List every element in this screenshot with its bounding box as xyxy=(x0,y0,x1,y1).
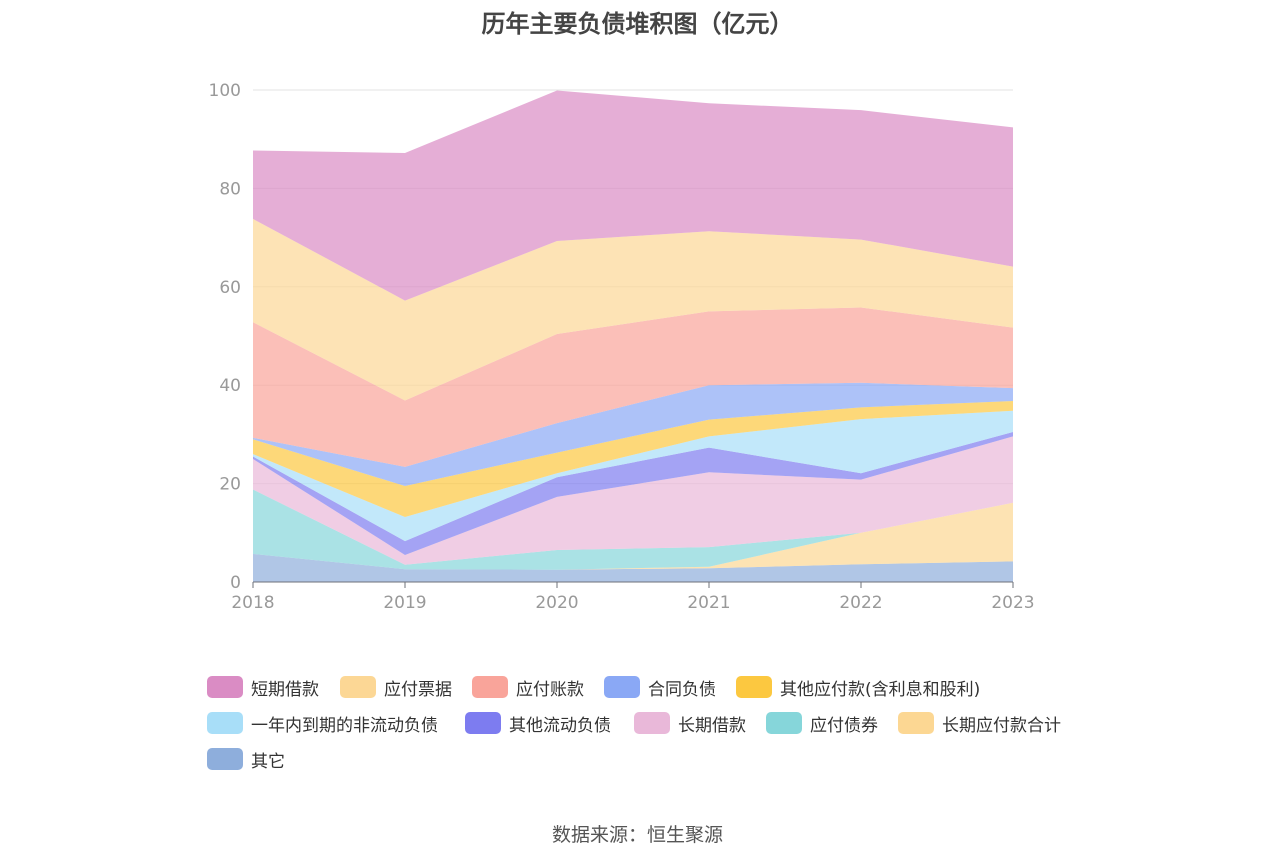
legend-swatch xyxy=(634,712,670,734)
area-series: 一年内到期的非流动负债 xyxy=(253,410,1013,542)
legend-label: 其他应付款(含利息和股利) xyxy=(780,679,981,700)
legend-item[interactable]: 其他流动负债 xyxy=(465,710,611,736)
legend-swatch xyxy=(736,676,772,698)
area-series: 其它 xyxy=(253,553,1013,582)
area-series: 应付债券 xyxy=(253,489,1013,570)
legend-label: 应付账款 xyxy=(516,679,584,700)
legend-item[interactable]: 应付债券 xyxy=(766,710,878,736)
legend-label: 长期借款 xyxy=(678,715,746,736)
area-series: 长期应付款合计 xyxy=(253,502,1013,570)
x-tick-label: 2020 xyxy=(535,593,578,613)
legend-swatch xyxy=(472,676,508,698)
y-tick-label: 100 xyxy=(209,81,241,101)
legend-swatch xyxy=(207,712,243,734)
area-series: 合同负债 xyxy=(253,382,1013,487)
source-note: 数据来源：恒生聚源 xyxy=(551,824,723,846)
legend-swatch xyxy=(340,676,376,698)
legend-label: 应付债券 xyxy=(810,715,878,736)
area-series: 短期借款 xyxy=(253,90,1013,301)
legend-label: 其它 xyxy=(251,751,285,772)
area-series: 其他应付款(含利息和股利) xyxy=(253,400,1013,518)
legend-swatch xyxy=(898,712,934,734)
legend-swatch xyxy=(207,748,243,770)
x-tick-label: 2023 xyxy=(991,593,1034,613)
legend-item[interactable]: 应付账款 xyxy=(472,674,584,700)
stacked-area-chart: 其它长期应付款合计应付债券长期借款其他流动负债一年内到期的非流动负债其他应付款(… xyxy=(209,81,1035,613)
axis-layer: 0 20 40 60 80 100 2018 2019 2020 2021 2022 2023 xyxy=(209,81,1035,613)
area-layer: 其它长期应付款合计应付债券长期借款其他流动负债一年内到期的非流动负债其他应付款(… xyxy=(253,90,1013,582)
y-tick-label: 20 xyxy=(219,475,241,495)
y-tick-label: 60 xyxy=(219,278,241,298)
x-tick-label: 2022 xyxy=(839,593,882,613)
area-series: 应付账款 xyxy=(253,307,1013,467)
legend-label: 一年内到期的非流动负债 xyxy=(251,715,438,736)
x-tick-label: 2018 xyxy=(231,593,274,613)
legend-item[interactable]: 长期应付款合计 xyxy=(898,710,1061,736)
legend-label: 其他流动负债 xyxy=(509,715,611,736)
legend-item[interactable]: 其他应付款(含利息和股利) xyxy=(736,674,980,700)
legend-swatch xyxy=(766,712,802,734)
legend-item[interactable]: 其它 xyxy=(207,746,285,772)
legend-item[interactable]: 应付票据 xyxy=(340,674,452,700)
legend-item[interactable]: 一年内到期的非流动负债 xyxy=(207,710,438,736)
legend-label: 合同负债 xyxy=(648,679,716,700)
legend-label: 长期应付款合计 xyxy=(942,715,1061,736)
legend-swatch xyxy=(604,676,640,698)
y-tick-label: 80 xyxy=(219,179,241,199)
legend-item[interactable]: 长期借款 xyxy=(634,710,746,736)
legend-label: 应付票据 xyxy=(384,679,452,700)
legend-item[interactable]: 短期借款 xyxy=(207,674,319,700)
legend-swatch xyxy=(465,712,501,734)
x-tick-label: 2021 xyxy=(687,593,730,613)
legend-item[interactable]: 合同负债 xyxy=(604,674,716,700)
area-series: 长期借款 xyxy=(253,436,1013,565)
area-series: 应付票据 xyxy=(253,218,1013,401)
legend-swatch xyxy=(207,676,243,698)
chart-title: 历年主要负债堆积图（亿元） xyxy=(481,10,794,38)
y-tick-label: 0 xyxy=(230,573,241,593)
y-tick-label: 40 xyxy=(219,376,241,396)
legend-label: 短期借款 xyxy=(251,679,319,700)
x-tick-label: 2019 xyxy=(383,593,426,613)
